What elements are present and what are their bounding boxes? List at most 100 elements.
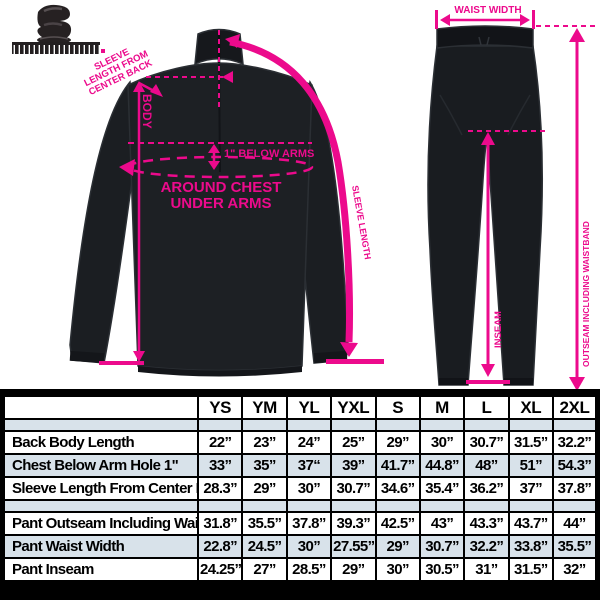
- size-header: YXL: [330, 392, 377, 420]
- size-value: 34.6”: [374, 476, 421, 501]
- logo-emblem-icon: [37, 4, 72, 44]
- size-value: 28.5”: [285, 557, 333, 586]
- row-label: Sleeve Length From Center Back: [1, 476, 199, 501]
- size-header: M: [418, 392, 466, 420]
- row-label: Pant Outseam Including Waist: [1, 511, 199, 536]
- size-value: 24.5”: [241, 534, 288, 559]
- inseam-arrow-down-icon: [481, 364, 495, 377]
- around-chest-label: AROUND CHEST: [161, 179, 282, 196]
- sleeve-note-pointer: [138, 81, 155, 93]
- size-value: 54.3”: [552, 453, 599, 478]
- size-value: 51”: [507, 453, 555, 478]
- spacer-cell: [552, 418, 599, 432]
- logo-accent-dot: [101, 49, 105, 53]
- spacer-cell: [507, 418, 555, 432]
- sleeve-measure-curve: [229, 38, 353, 343]
- sleeve-note-arrow-icon: [150, 84, 163, 97]
- size-value: 44”: [552, 511, 599, 536]
- size-value: 30”: [285, 476, 333, 501]
- outseam-label: OUTSEAM INCLUDING WAISTBAND: [581, 221, 591, 367]
- pants-graphic: [427, 25, 543, 386]
- size-value: 29”: [374, 430, 421, 455]
- size-value: 29”: [330, 557, 377, 586]
- collar-arrow-icon: [222, 71, 233, 83]
- size-value: 31.5”: [507, 557, 555, 586]
- size-value: 24.25”: [196, 557, 244, 586]
- diagram-svg: SLEEVE LENGTH FROM CENTER BACK BODY 1" B…: [12, 4, 598, 391]
- size-value: 30.7”: [463, 430, 510, 455]
- spacer-cell: [241, 418, 288, 432]
- size-value: 36.2”: [463, 476, 510, 501]
- size-table: YS YM YL YXL S M L XL 2XL Back Body Length 22” 23” 2…: [0, 389, 600, 590]
- pants-annotations: WAIST WIDTH OUTSEAM INCLUDING WAISTBAND: [435, 5, 598, 391]
- size-value: 37”: [507, 476, 555, 501]
- row-label: Pant Inseam: [1, 557, 199, 586]
- spacer-cell: [418, 418, 466, 432]
- under-arms-label: UNDER ARMS: [170, 195, 271, 212]
- spacer-cell: [196, 499, 244, 513]
- waist-tick-right: [532, 10, 535, 29]
- measurement-row: Sleeve Length From Center Back28.3”29”30…: [1, 476, 599, 501]
- corner-cell: [1, 392, 199, 420]
- size-value: 43”: [418, 511, 466, 536]
- size-table-body: YS YM YL YXL S M L XL 2XL Back Body Length 22” 23” 2…: [1, 392, 599, 586]
- size-value: 35.4”: [418, 476, 466, 501]
- waist-arrow-right-icon: [520, 14, 530, 26]
- size-value: 43.7”: [507, 511, 555, 536]
- size-value: 37“: [285, 453, 333, 478]
- size-value: 30”: [285, 534, 333, 559]
- spacer-cell: [330, 499, 377, 513]
- measurement-row: Pant Inseam 24.25” 27” 28.5” 29” 30” 30.5” 31” 3…: [1, 557, 599, 586]
- size-value: 27”: [241, 557, 288, 586]
- size-header: S: [374, 392, 421, 420]
- size-value: 27.55”: [330, 534, 377, 559]
- body-arrow-down-icon: [133, 351, 145, 362]
- outseam-arrow-up-icon: [569, 28, 585, 42]
- measurement-row: Pant Waist Width 22.8” 24.5” 30” 27.55” 29” 30…: [1, 534, 599, 559]
- size-value: 31.5”: [507, 430, 555, 455]
- zipper-line: [218, 63, 221, 173]
- size-value: 33.8”: [507, 534, 555, 559]
- spacer-cell: [463, 499, 510, 513]
- size-value: 30”: [418, 430, 466, 455]
- spacer-cell: [552, 499, 599, 513]
- size-value: 28.3”: [196, 476, 244, 501]
- spacer-cell: [330, 418, 377, 432]
- sleeve-line-label: SLEEVE LENGTH: [350, 185, 373, 261]
- size-value: 30.7”: [330, 476, 377, 501]
- body-arrow-up-icon: [133, 81, 145, 92]
- size-value: 37.8”: [552, 476, 599, 501]
- row-label: Pant Waist Width: [1, 534, 199, 559]
- spacer-cell: [463, 418, 510, 432]
- spacer-row: [1, 418, 599, 432]
- size-value: 39.3”: [330, 511, 377, 536]
- measurement-row: Pant Outseam Including Waist 31.8” 35.5” 37…: [1, 511, 599, 536]
- size-value: 37.8”: [285, 511, 333, 536]
- outseam-arrow-down-icon: [569, 377, 585, 391]
- size-value: 30.5”: [418, 557, 466, 586]
- spacer-cell: [285, 418, 333, 432]
- spacer-cell: [418, 499, 466, 513]
- sleeve-end-arrow-icon: [340, 342, 358, 357]
- size-value: 42.5”: [374, 511, 421, 536]
- below-arms-arrow-down-icon: [208, 161, 220, 170]
- hem-cap: [99, 361, 144, 365]
- measurement-row: Chest Below Arm Hole 1" 33” 35” 37“ 39” 41.7”…: [1, 453, 599, 478]
- size-value: 41.7”: [374, 453, 421, 478]
- spacer-row: [1, 499, 599, 513]
- size-value: 43.3”: [463, 511, 510, 536]
- size-value: 22.8”: [196, 534, 244, 559]
- size-header: 2XL: [552, 392, 599, 420]
- inseam-label: INSEAM: [493, 311, 504, 348]
- table-header-row: YS YM YL YXL S M L XL 2XL: [1, 392, 599, 420]
- size-header: YM: [241, 392, 288, 420]
- spacer-cell: [1, 499, 199, 513]
- cuff-cap: [326, 359, 384, 364]
- chest-ellipse-arrow-icon: [119, 159, 135, 176]
- row-label: Back Body Length: [1, 430, 199, 455]
- size-value: 35”: [241, 453, 288, 478]
- size-value: 22”: [196, 430, 244, 455]
- spacer-cell: [374, 499, 421, 513]
- size-header: YS: [196, 392, 244, 420]
